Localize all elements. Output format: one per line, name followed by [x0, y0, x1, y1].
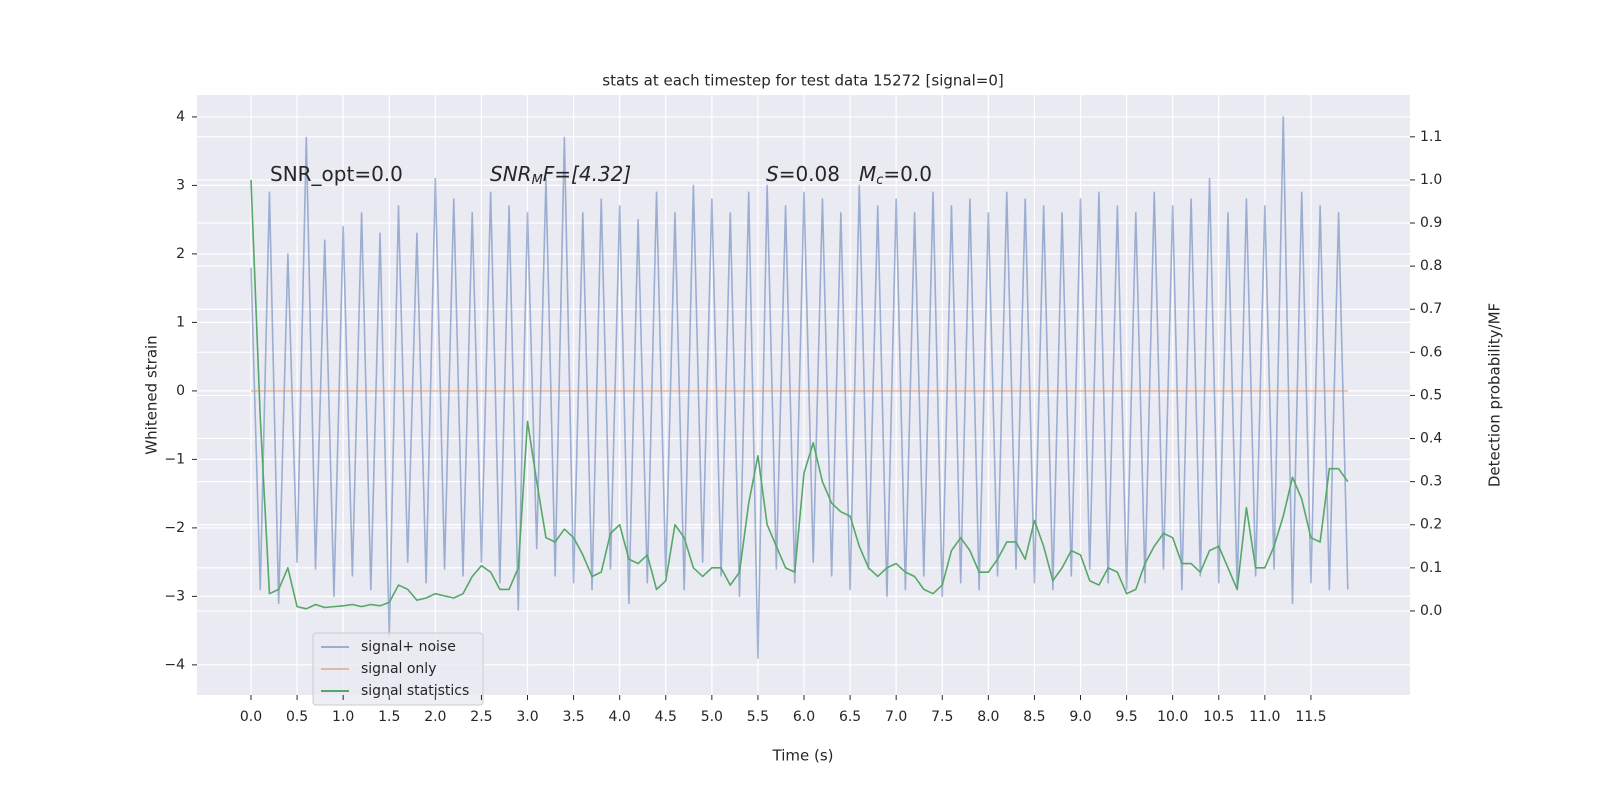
- chart-title: stats at each timestep for test data 152…: [602, 72, 1003, 90]
- annotation-text: =0.0: [883, 162, 932, 186]
- y-tick-label: −4: [164, 657, 185, 673]
- y2-tick-label: 0.7: [1420, 301, 1442, 317]
- x-tick-label: 0.0: [240, 709, 262, 725]
- x-tick-label: 5.0: [701, 709, 723, 725]
- x-tick-label: 4.0: [609, 709, 631, 725]
- y2-tick-label: 0.2: [1420, 517, 1442, 533]
- y-tick-label: 3: [176, 177, 185, 193]
- y2-tick-label: 0.4: [1420, 431, 1442, 447]
- x-tick-label: 5.5: [747, 709, 769, 725]
- marks: [250, 116, 1349, 659]
- annotation-text: S: [766, 162, 779, 186]
- y-tick-label: −2: [164, 520, 185, 536]
- x-tick-label: 0.5: [286, 709, 308, 725]
- y2-tick-label: 1.0: [1420, 172, 1442, 188]
- y2-tick-label: 0.1: [1420, 560, 1442, 576]
- annotation: SNRMF=[4.32]: [490, 162, 631, 188]
- annotation-subscript: c: [876, 173, 883, 188]
- y2-tick-label: 1.1: [1420, 129, 1442, 145]
- y2-axis-label: Detection probability/MF: [1486, 303, 1504, 487]
- x-tick-label: 1.5: [378, 709, 400, 725]
- legend-label: signal statistics: [361, 683, 469, 699]
- x-tick-label: 8.5: [1023, 709, 1045, 725]
- x-tick-label: 7.0: [885, 709, 907, 725]
- y-tick-label: 1: [176, 314, 185, 330]
- y-tick-label: −3: [164, 588, 185, 604]
- x-tick-label: 10.5: [1203, 709, 1234, 725]
- annotation: SNR_opt=0.0: [270, 162, 403, 186]
- x-axis-label: Time (s): [772, 747, 834, 765]
- annotation: S=0.08: [766, 162, 840, 186]
- annotation-text: M: [859, 162, 876, 186]
- legend-label: signal only: [361, 661, 436, 677]
- x-tick-label: 11.5: [1295, 709, 1326, 725]
- x-tick-label: 4.5: [655, 709, 677, 725]
- x-tick-label: 2.5: [470, 709, 492, 725]
- annotation-text: SNR_opt=0.0: [270, 162, 403, 186]
- y2-tick-label: 0.8: [1420, 258, 1442, 274]
- x-tick-label: 9.0: [1069, 709, 1091, 725]
- series-line: [250, 116, 1349, 659]
- annotation-text: SNR: [490, 162, 532, 186]
- annotation-text: F=[4.32]: [543, 162, 631, 186]
- x-tick-label: 9.5: [1115, 709, 1137, 725]
- y2-tick-label: 0.3: [1420, 474, 1442, 490]
- y-tick-label: 4: [176, 109, 185, 125]
- legend: signal+ noise signal only signal statistic…: [312, 632, 484, 706]
- y-tick-label: 2: [176, 246, 185, 262]
- y-axis-label: Whitened strain: [143, 335, 161, 454]
- x-tick-label: 11.0: [1249, 709, 1280, 725]
- annotation-text: =0.08: [779, 162, 840, 186]
- legend-box: [312, 632, 484, 706]
- x-tick-label: 3.5: [562, 709, 584, 725]
- series-line: [250, 179, 1349, 610]
- legend-label: signal+ noise: [361, 639, 456, 655]
- x-tick-label: 2.0: [424, 709, 446, 725]
- x-tick-label: 8.0: [977, 709, 999, 725]
- y2-tick-label: 0.9: [1420, 215, 1442, 231]
- x-tick-label: 3.0: [516, 709, 538, 725]
- annotation-subscript: M: [532, 173, 543, 188]
- x-tick-label: 6.0: [793, 709, 815, 725]
- y-tick-label: 0: [176, 383, 185, 399]
- y2-tick-label: 0.6: [1420, 344, 1442, 360]
- x-tick-label: 1.0: [332, 709, 354, 725]
- y2-tick-label: 0.5: [1420, 387, 1442, 403]
- x-tick-label: 6.5: [839, 709, 861, 725]
- annotation: Mc=0.0: [859, 162, 932, 188]
- x-tick-label: 7.5: [931, 709, 953, 725]
- y2-tick-label: 0.0: [1420, 603, 1442, 619]
- y-tick-label: −1: [164, 451, 185, 467]
- x-tick-label: 10.0: [1157, 709, 1188, 725]
